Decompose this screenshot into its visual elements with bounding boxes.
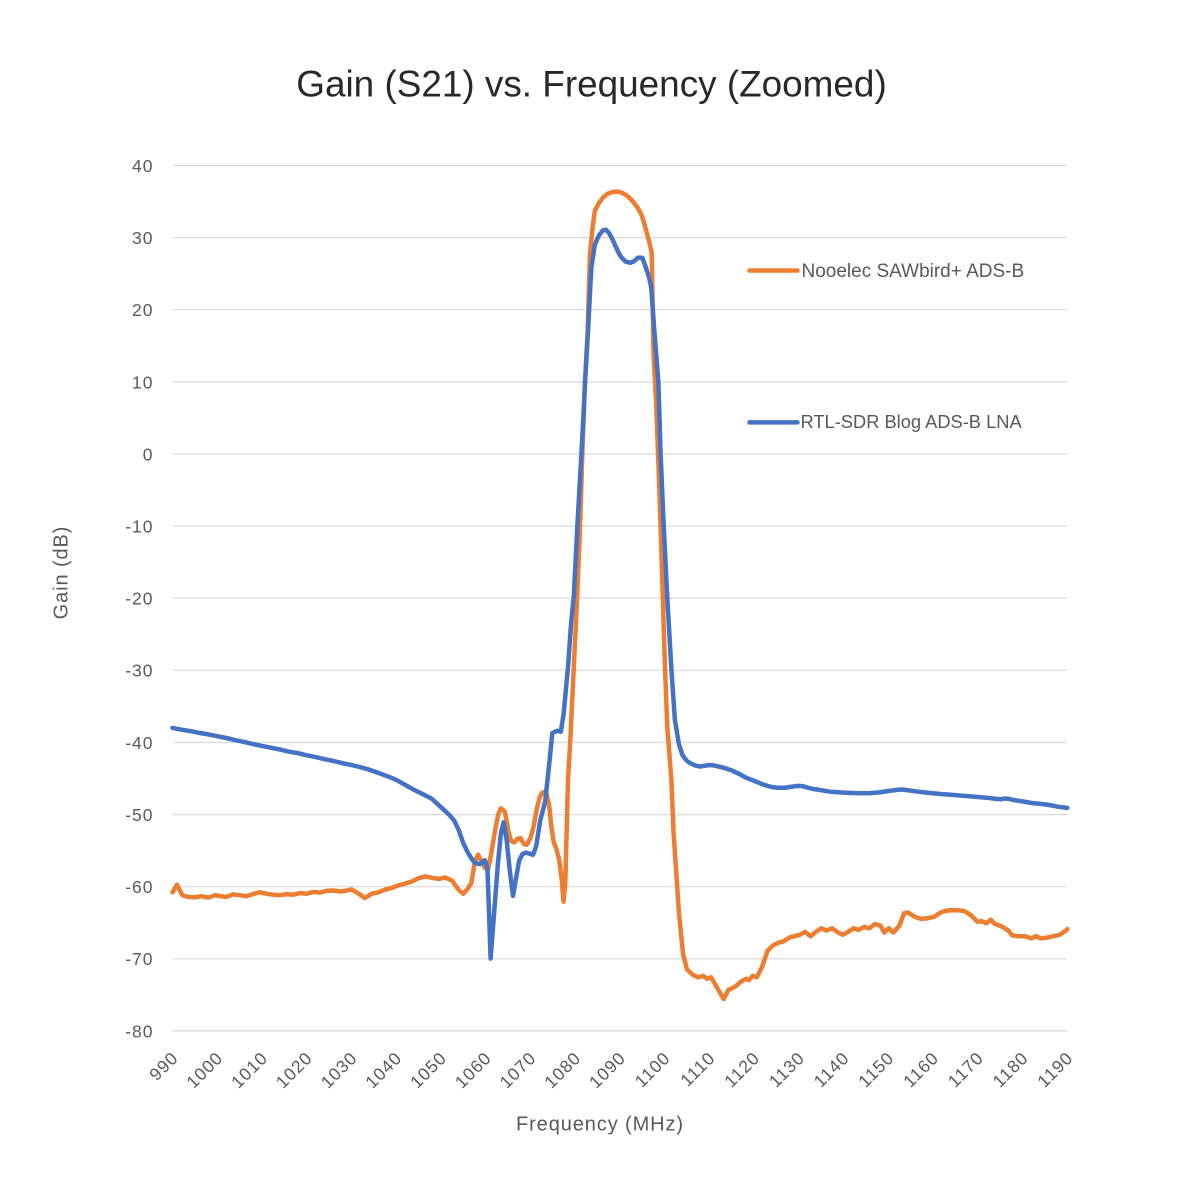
- svg-text:-50: -50: [125, 805, 153, 825]
- svg-text:-70: -70: [125, 949, 153, 969]
- svg-text:10: 10: [132, 372, 153, 392]
- svg-text:Nooelec SAWbird+ ADS-B: Nooelec SAWbird+ ADS-B: [802, 261, 1025, 282]
- svg-text:-80: -80: [125, 1021, 153, 1041]
- svg-text:-60: -60: [125, 877, 153, 897]
- svg-text:-10: -10: [125, 517, 153, 537]
- svg-text:-40: -40: [125, 733, 153, 753]
- svg-text:20: 20: [132, 300, 153, 320]
- svg-text:30: 30: [132, 228, 153, 248]
- svg-text:40: 40: [132, 156, 153, 176]
- svg-text:-30: -30: [125, 661, 153, 681]
- svg-text:Gain (S21) vs. Frequency (Zoom: Gain (S21) vs. Frequency (Zoomed): [296, 64, 886, 105]
- svg-text:Frequency (MHz): Frequency (MHz): [516, 1114, 684, 1136]
- svg-text:0: 0: [143, 444, 154, 464]
- svg-text:-20: -20: [125, 589, 153, 609]
- svg-text:Gain (dB): Gain (dB): [51, 526, 73, 620]
- svg-text:RTL-SDR Blog ADS-B LNA: RTL-SDR Blog ADS-B LNA: [801, 411, 1023, 432]
